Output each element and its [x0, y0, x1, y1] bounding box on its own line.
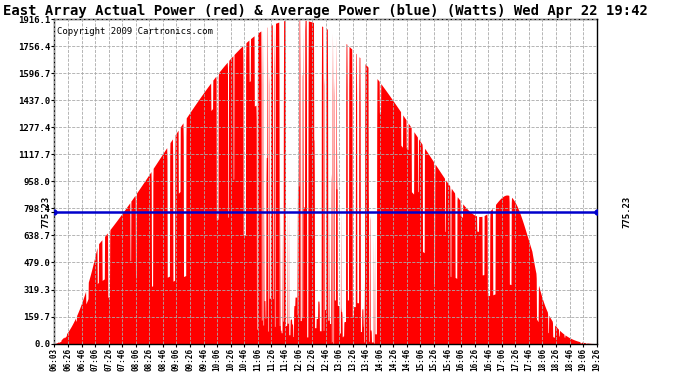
Text: 775.23: 775.23: [622, 196, 631, 228]
Title: East Array Actual Power (red) & Average Power (blue) (Watts) Wed Apr 22 19:42: East Array Actual Power (red) & Average …: [3, 4, 648, 18]
Text: Copyright 2009 Cartronics.com: Copyright 2009 Cartronics.com: [57, 27, 213, 36]
